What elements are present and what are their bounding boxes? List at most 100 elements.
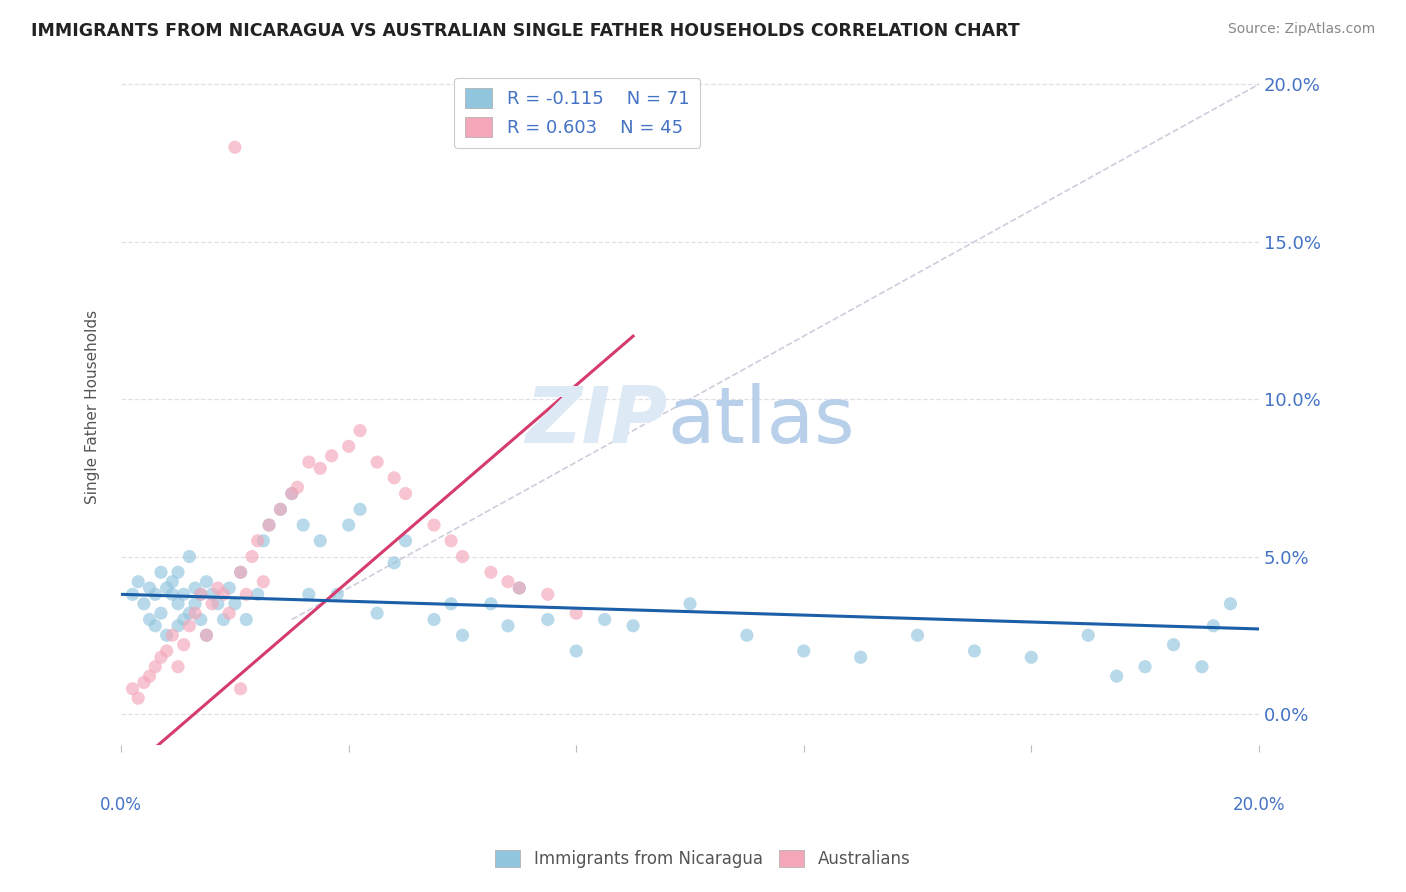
Point <box>394 533 416 548</box>
Point <box>287 480 309 494</box>
Point <box>167 566 190 580</box>
Point <box>537 613 560 627</box>
Point <box>269 502 291 516</box>
Point <box>252 574 274 589</box>
Point <box>394 486 416 500</box>
Y-axis label: Single Father Households: Single Father Households <box>86 310 100 504</box>
Text: Source: ZipAtlas.com: Source: ZipAtlas.com <box>1227 22 1375 37</box>
Point <box>451 628 474 642</box>
Point <box>138 581 160 595</box>
Point <box>679 597 702 611</box>
Point <box>218 606 240 620</box>
Point <box>173 613 195 627</box>
Point <box>224 597 246 611</box>
Point <box>309 533 332 548</box>
Point <box>173 587 195 601</box>
Text: atlas: atlas <box>668 383 855 458</box>
Point <box>451 549 474 564</box>
Point <box>190 613 212 627</box>
Point <box>184 581 207 595</box>
Point <box>212 587 235 601</box>
Point <box>309 461 332 475</box>
Point <box>1105 669 1128 683</box>
Point <box>246 587 269 601</box>
Point <box>212 613 235 627</box>
Point <box>235 613 257 627</box>
Point <box>127 691 149 706</box>
Point <box>179 619 201 633</box>
Point <box>143 587 166 601</box>
Point <box>337 439 360 453</box>
Point <box>195 628 218 642</box>
Point <box>149 650 172 665</box>
Point <box>321 449 343 463</box>
Point <box>121 681 143 696</box>
Point <box>229 681 252 696</box>
Point <box>849 650 872 665</box>
Point <box>1133 659 1156 673</box>
Point <box>143 619 166 633</box>
Point <box>190 587 212 601</box>
Point <box>1019 650 1042 665</box>
Point <box>224 140 246 154</box>
Point <box>281 486 304 500</box>
Point <box>229 566 252 580</box>
Point <box>201 587 224 601</box>
Point <box>621 619 644 633</box>
Text: 0.0%: 0.0% <box>100 796 142 814</box>
Point <box>162 628 184 642</box>
Point <box>1077 628 1099 642</box>
Point <box>173 638 195 652</box>
Point <box>479 566 502 580</box>
Point <box>138 669 160 683</box>
Point <box>423 613 446 627</box>
Point <box>382 556 405 570</box>
Point <box>508 581 530 595</box>
Point <box>132 597 155 611</box>
Point <box>167 597 190 611</box>
Point <box>149 566 172 580</box>
Point <box>184 606 207 620</box>
Point <box>207 581 229 595</box>
Point <box>156 644 179 658</box>
Point <box>1202 619 1225 633</box>
Point <box>366 606 388 620</box>
Point <box>496 574 519 589</box>
Point <box>143 659 166 673</box>
Point <box>167 619 190 633</box>
Point <box>423 518 446 533</box>
Point <box>201 597 224 611</box>
Point <box>195 628 218 642</box>
Point <box>281 486 304 500</box>
Point <box>162 574 184 589</box>
Point <box>298 455 321 469</box>
Point <box>257 518 280 533</box>
Point <box>218 581 240 595</box>
Point <box>337 518 360 533</box>
Point <box>479 597 502 611</box>
Point <box>184 597 207 611</box>
Point <box>1191 659 1213 673</box>
Point <box>349 502 371 516</box>
Point <box>382 471 405 485</box>
Point <box>229 566 252 580</box>
Point <box>366 455 388 469</box>
Point <box>349 424 371 438</box>
Point <box>593 613 616 627</box>
Point <box>179 549 201 564</box>
Point <box>1163 638 1185 652</box>
Point <box>735 628 758 642</box>
Point <box>195 574 218 589</box>
Text: IMMIGRANTS FROM NICARAGUA VS AUSTRALIAN SINGLE FATHER HOUSEHOLDS CORRELATION CHA: IMMIGRANTS FROM NICARAGUA VS AUSTRALIAN … <box>31 22 1019 40</box>
Point <box>156 581 179 595</box>
Point <box>156 628 179 642</box>
Legend: Immigrants from Nicaragua, Australians: Immigrants from Nicaragua, Australians <box>489 843 917 875</box>
Point <box>1219 597 1241 611</box>
Point <box>127 574 149 589</box>
Point <box>190 587 212 601</box>
Point <box>246 533 269 548</box>
Point <box>440 533 463 548</box>
Point <box>907 628 929 642</box>
Point <box>565 606 588 620</box>
Point <box>496 619 519 633</box>
